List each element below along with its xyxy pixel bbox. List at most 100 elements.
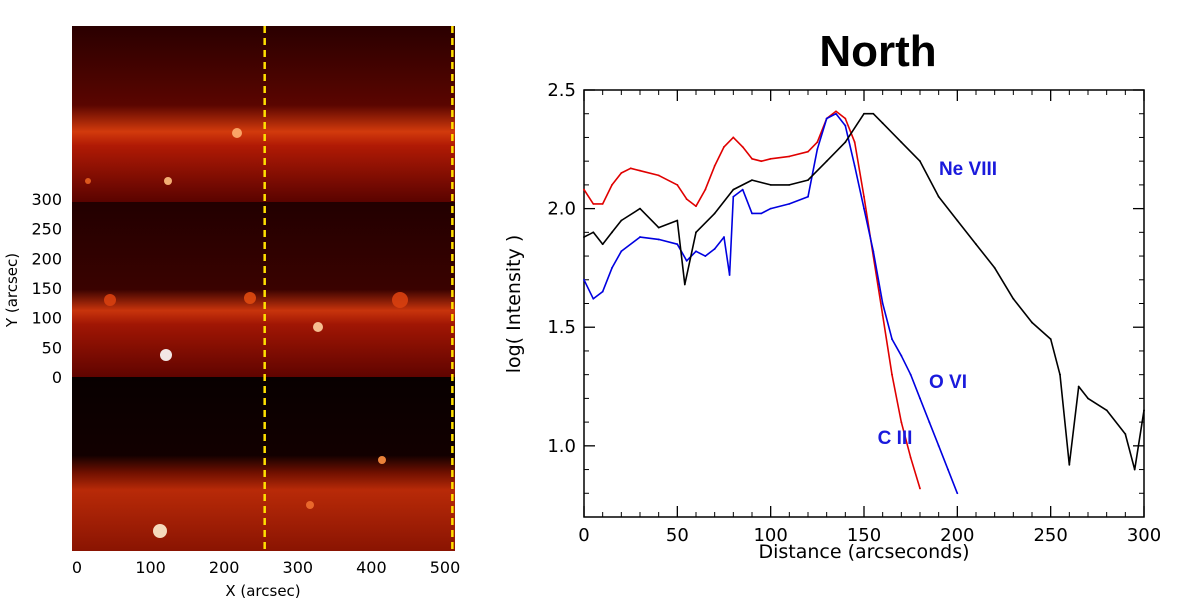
data-point xyxy=(704,255,707,257)
data-point xyxy=(676,243,679,246)
bright-feature-5 xyxy=(153,524,167,538)
left-y-tick-label: 300 xyxy=(31,190,62,209)
left-y-label: Y (arcsec) xyxy=(3,253,21,328)
data-point xyxy=(732,195,735,198)
data-point xyxy=(583,236,585,238)
data-point xyxy=(657,174,660,177)
data-point xyxy=(629,167,632,170)
data-point xyxy=(807,150,809,153)
data-point xyxy=(1133,468,1136,471)
data-point xyxy=(788,202,791,205)
data-point xyxy=(741,188,744,191)
data-point xyxy=(1124,433,1127,435)
data-point xyxy=(639,236,641,238)
left-y-tick-label: 100 xyxy=(31,309,62,328)
data-point xyxy=(728,274,731,276)
data-point xyxy=(1105,409,1108,412)
data-point xyxy=(723,146,725,148)
data-point xyxy=(1077,385,1080,388)
data-point xyxy=(1031,321,1033,324)
data-point xyxy=(900,421,903,424)
solar-image-panel: 0 100 200 300 400 500 0 50 100 150 200 250 300 X (a… xyxy=(3,26,460,600)
x-tick-label: 200 xyxy=(940,525,974,546)
data-point xyxy=(993,267,996,269)
data-point xyxy=(947,468,949,471)
line-chart: North 0 50 100 150 200 250 300 1.0 1.5 2.0 2.5 Dis… xyxy=(503,27,1161,563)
data-point xyxy=(732,188,735,191)
data-point xyxy=(1087,397,1089,400)
data-point xyxy=(769,183,772,186)
data-point xyxy=(723,236,725,238)
data-point xyxy=(816,141,819,144)
left-x-tick-label: 200 xyxy=(209,558,240,577)
data-point xyxy=(881,122,884,125)
data-point xyxy=(900,141,903,144)
data-point xyxy=(713,248,716,250)
data-point xyxy=(583,188,585,191)
data-point xyxy=(835,110,837,113)
left-y-tick-label: 150 xyxy=(31,279,62,298)
left-x-tick-label: 300 xyxy=(283,558,314,577)
data-point xyxy=(891,338,893,340)
data-point xyxy=(853,141,856,144)
left-x-ticks: 0 100 200 300 400 500 xyxy=(72,558,460,577)
plot-frame xyxy=(583,89,1145,518)
left-y-tick-label: 50 xyxy=(42,338,62,357)
left-x-tick-label: 400 xyxy=(356,558,387,577)
data-point xyxy=(704,188,707,191)
data-point xyxy=(937,195,940,198)
data-point xyxy=(1059,373,1061,376)
data-point xyxy=(919,160,921,163)
left-y-tick-label: 250 xyxy=(31,220,62,239)
x-tick-label: 150 xyxy=(847,525,881,546)
left-y-tick-label: 200 xyxy=(31,249,62,268)
bright-feature-7 xyxy=(306,501,314,509)
y-tick-label: 1.5 xyxy=(547,317,576,338)
series-line-ne-viii xyxy=(583,112,1145,471)
data-point xyxy=(620,172,623,174)
data-point xyxy=(683,283,686,286)
data-point xyxy=(751,179,753,182)
data-point xyxy=(956,492,959,495)
y-tick-label: 2.5 xyxy=(547,80,576,101)
x-tick-label: 50 xyxy=(666,525,689,546)
data-point xyxy=(872,112,875,115)
data-point xyxy=(639,169,641,172)
x-tick-label: 0 xyxy=(578,525,589,546)
data-point xyxy=(620,219,623,222)
data-point xyxy=(891,373,893,376)
y-tick-label: 1.0 xyxy=(547,436,576,457)
data-point xyxy=(769,157,772,160)
data-point xyxy=(611,267,613,269)
data-point xyxy=(751,157,753,160)
data-point xyxy=(825,117,828,120)
bright-feature-4 xyxy=(160,349,172,361)
data-point xyxy=(788,155,791,158)
left-x-tick-label: 100 xyxy=(135,558,166,577)
data-point xyxy=(592,297,595,300)
series-label: Ne VIII xyxy=(939,159,997,180)
series-label: O VI xyxy=(929,372,967,393)
series-labels: C III O VI Ne VIII xyxy=(878,159,997,449)
data-point xyxy=(620,250,623,253)
bright-feature-0 xyxy=(232,128,242,138)
data-point xyxy=(863,207,865,210)
data-point xyxy=(835,112,837,115)
data-point xyxy=(909,456,912,459)
data-point xyxy=(741,146,744,148)
data-point xyxy=(1012,297,1015,300)
data-point xyxy=(685,198,688,201)
data-point xyxy=(760,212,763,215)
data-point xyxy=(919,487,921,490)
data-point xyxy=(769,207,772,210)
data-point xyxy=(713,165,716,167)
chart-title: North xyxy=(819,27,936,76)
data-point xyxy=(807,179,809,182)
data-point xyxy=(975,243,977,246)
left-x-tick-label: 0 xyxy=(72,558,82,577)
data-point xyxy=(601,290,604,293)
left-x-tick-label: 500 xyxy=(430,558,461,577)
data-point xyxy=(611,183,613,186)
